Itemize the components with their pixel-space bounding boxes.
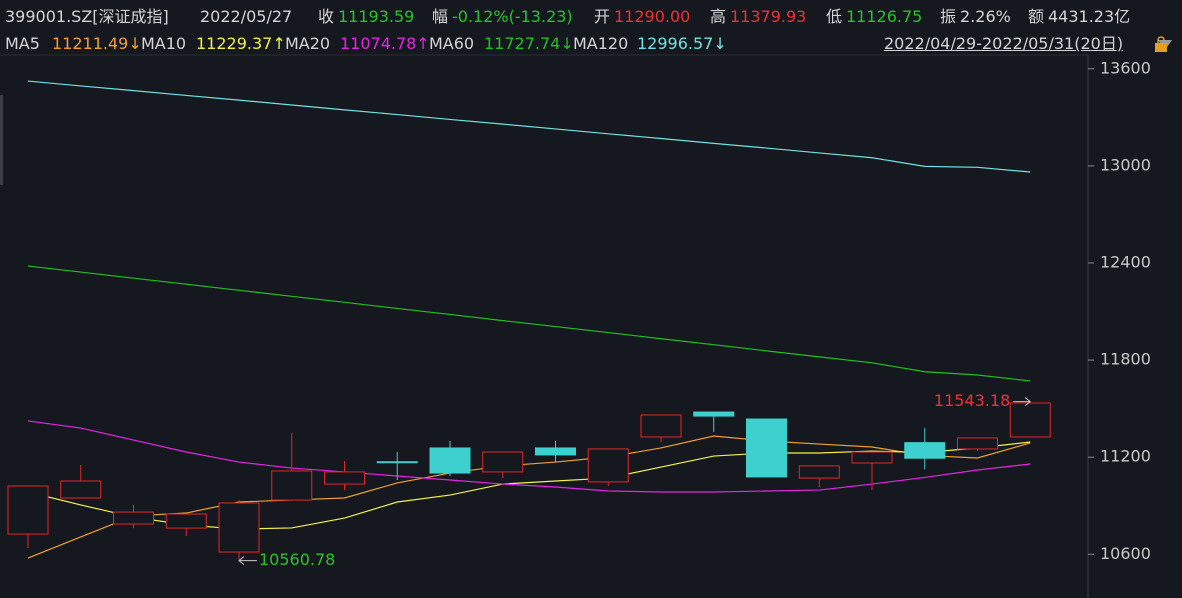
- label: 开: [594, 7, 611, 26]
- low-annotation: 10560.78: [259, 550, 335, 569]
- candle-body: [746, 418, 787, 478]
- scrollbar[interactable]: [0, 95, 3, 185]
- label: 额: [1028, 7, 1045, 26]
- label: 振: [940, 7, 957, 26]
- candle-body: [693, 411, 735, 417]
- open: 11290.00: [614, 7, 691, 26]
- ma-value: 11074.78↑: [340, 34, 430, 53]
- ma-label: MA120: [573, 34, 629, 53]
- y-tick-label: 11200: [1100, 447, 1151, 466]
- ma-value: 11211.49↓: [52, 34, 142, 53]
- low: 11126.75: [846, 7, 923, 26]
- amplitude: 2.26%: [960, 7, 1011, 26]
- candle-body: [904, 442, 946, 459]
- label: 收: [318, 7, 335, 26]
- ma-value: 12996.57↓: [637, 34, 727, 53]
- ma-line: [27, 435, 1031, 559]
- candle-body: [324, 471, 365, 485]
- ma-line: [27, 80, 1031, 173]
- candle-body: [851, 451, 893, 464]
- candle-body: [60, 480, 102, 499]
- y-tick-label: 13600: [1100, 58, 1151, 77]
- y-tick-label: 10600: [1100, 544, 1151, 563]
- candle-body: [376, 461, 418, 464]
- label: 幅: [432, 7, 449, 26]
- amount: 4431.23亿: [1048, 7, 1131, 26]
- candle-body: [271, 470, 313, 501]
- ma-value: 11727.74↓: [484, 34, 574, 53]
- arrow: [1013, 397, 1032, 407]
- close: 11193.59: [338, 7, 415, 26]
- label: 高: [710, 7, 727, 26]
- ma-value: 11229.37↑: [196, 34, 286, 53]
- candle-body: [218, 502, 260, 553]
- candle-body: [535, 447, 576, 456]
- candle-body: [429, 447, 471, 474]
- high: 11379.93: [730, 7, 807, 26]
- change: -0.12%(-13.23): [452, 7, 573, 26]
- candle-body: [587, 448, 629, 483]
- high-annotation: 11543.18: [934, 391, 1010, 410]
- y-tick-label: 12400: [1100, 252, 1151, 271]
- ma-label: MA10: [141, 34, 187, 53]
- y-tick-label: 11800: [1100, 350, 1151, 369]
- lock-icon[interactable]: [1155, 43, 1167, 52]
- lock-shackle: [1157, 36, 1165, 43]
- date-range[interactable]: 2022/04/29-2022/05/31(20日): [884, 34, 1124, 53]
- candle-body: [798, 465, 840, 479]
- candle-body: [7, 485, 49, 535]
- y-tick-label: 13000: [1100, 155, 1151, 174]
- candle-body: [482, 451, 524, 473]
- candle-body: [640, 414, 682, 438]
- candle-body: [113, 511, 154, 525]
- candle-body: [1009, 402, 1051, 438]
- candle-body: [957, 437, 998, 450]
- ma-line: [27, 265, 1031, 382]
- ma-line: [27, 420, 1031, 493]
- label: 低: [826, 7, 843, 26]
- ma-label: MA60: [429, 34, 475, 53]
- arrow: [238, 556, 257, 566]
- ma-label: MA5: [5, 34, 40, 53]
- candle-body: [165, 513, 207, 529]
- date: 2022/05/27: [200, 7, 293, 26]
- symbol: 399001.SZ[深证成指]: [5, 7, 169, 26]
- ma-label: MA20: [285, 34, 331, 53]
